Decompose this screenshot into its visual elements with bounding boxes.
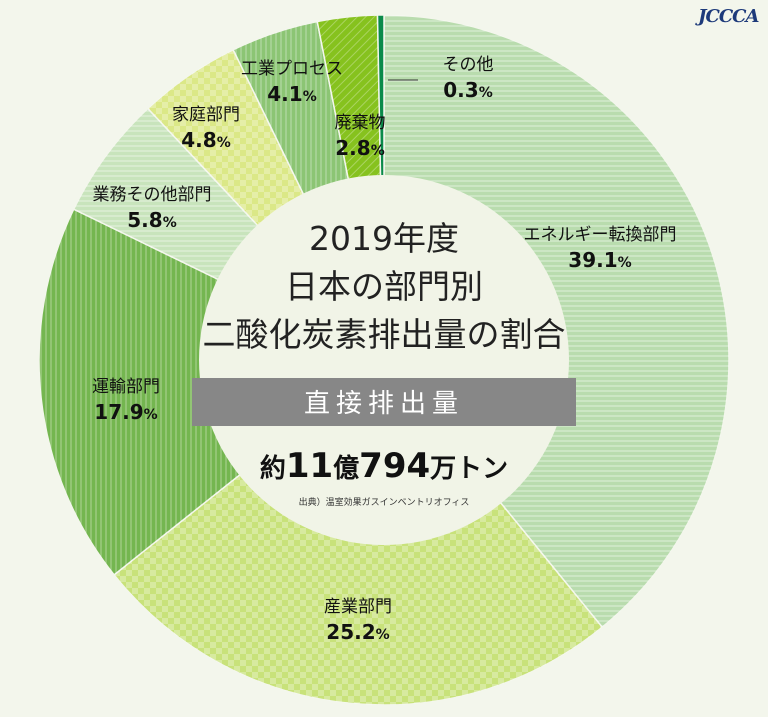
- label-value-waste: 2.8%: [335, 136, 384, 160]
- slice-labels-group: エネルギー転換部門 39.1% 産業部門 25.2% 運輸部門 17.9% 業務その他部門 5…: [92, 55, 677, 644]
- subtitle-band: [192, 378, 576, 426]
- label-name-commercial: 業務その他部門: [93, 185, 212, 205]
- label-name-household: 家庭部門: [172, 105, 240, 125]
- center-title-line-2: 日本の部門別: [285, 267, 483, 306]
- label-name-industrial-process: 工業プロセス: [241, 59, 343, 79]
- center-subtitle: 直接排出量: [304, 389, 464, 419]
- label-value-industrial-process: 4.1%: [267, 82, 316, 106]
- label-name-transport: 運輸部門: [92, 377, 160, 397]
- logo-text: JCCCA: [698, 6, 759, 27]
- label-name-waste: 廃棄物: [335, 113, 386, 133]
- label-name-energy-conversion: エネルギー転換部門: [524, 225, 677, 245]
- total-number-2: 794: [359, 446, 430, 486]
- center-title-line-3: 二酸化炭素排出量の割合: [203, 315, 566, 354]
- label-value-household: 4.8%: [181, 128, 230, 152]
- label-name-industry: 産業部門: [324, 597, 392, 617]
- total-unit-1: 億: [333, 454, 359, 484]
- total-prefix: 約: [260, 453, 286, 484]
- center-hole: [199, 175, 569, 545]
- total-number-1: 11: [286, 446, 333, 486]
- label-value-other: 0.3%: [443, 78, 492, 102]
- label-value-energy-conversion: 39.1%: [568, 248, 631, 272]
- center-title-line-1: 2019年度: [309, 219, 459, 258]
- label-name-other: その他: [443, 55, 494, 75]
- total-unit-2: 万トン: [430, 454, 508, 484]
- jccca-logo: JCCCA: [698, 6, 759, 36]
- label-value-commercial: 5.8%: [127, 208, 176, 232]
- label-value-transport: 17.9%: [94, 400, 157, 424]
- label-value-industry: 25.2%: [326, 620, 389, 644]
- total-amount: 約11億794万トン: [260, 446, 508, 486]
- source-note: 出典）温室効果ガスインベントリオフィス: [299, 496, 470, 508]
